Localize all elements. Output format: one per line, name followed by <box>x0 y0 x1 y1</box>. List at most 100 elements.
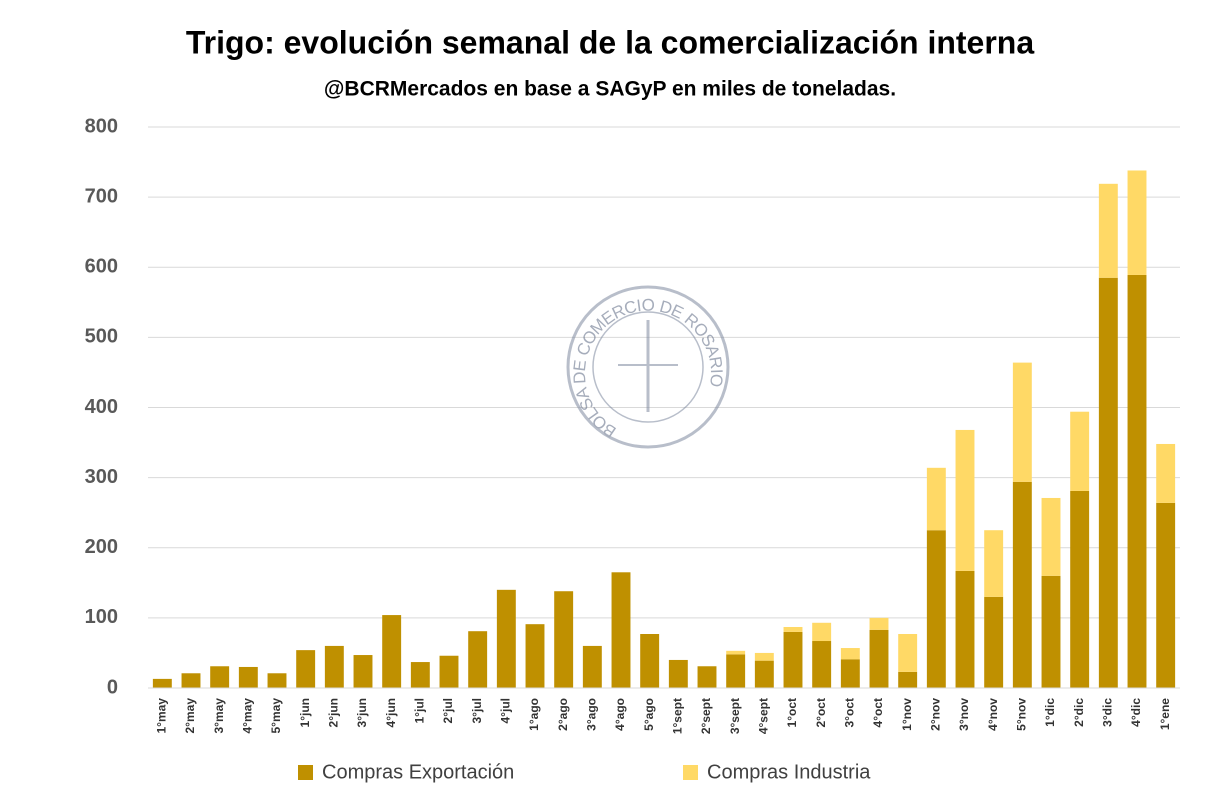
legend-swatch <box>683 765 698 780</box>
x-tick-label: 5°nov <box>1015 698 1029 731</box>
bar-segment <box>869 629 889 688</box>
x-tick-label: 2°dic <box>1072 698 1086 727</box>
bar-segment <box>1156 443 1176 503</box>
bar-segment <box>1041 497 1061 576</box>
y-tick-label: 500 <box>85 326 118 348</box>
bar-segment <box>1098 183 1118 278</box>
bar-segment <box>984 596 1004 688</box>
bar-segment <box>324 645 344 688</box>
x-tick-label: 3°nov <box>957 698 971 731</box>
x-tick-label: 3°jun <box>355 698 369 727</box>
bar-segment <box>812 641 832 688</box>
x-tick-label: 4°nov <box>986 698 1000 731</box>
logo-inner <box>592 311 704 423</box>
bar-segment <box>754 660 774 688</box>
bar-segment <box>267 673 287 688</box>
bar-segment <box>152 678 172 688</box>
x-tick-label: 2°sept <box>699 698 713 734</box>
bar-segment <box>926 530 946 688</box>
x-tick-label: 3°sept <box>728 698 742 734</box>
bar-segment <box>468 631 488 688</box>
x-tick-label: 2°may <box>183 698 197 734</box>
bar-segment <box>955 429 975 571</box>
bar-segment <box>439 655 459 688</box>
bar-segment <box>783 631 803 688</box>
bar-segment <box>582 645 602 688</box>
bar-segment <box>984 530 1004 597</box>
x-tick-label: 1°sept <box>671 698 685 734</box>
x-tick-label: 4°may <box>241 698 255 734</box>
x-tick-label: 5°ago <box>642 698 656 731</box>
x-tick-label: 5°may <box>269 698 283 734</box>
bar-segment <box>726 650 746 655</box>
y-tick-label: 600 <box>85 256 118 278</box>
x-tick-label: 4°ago <box>613 698 627 731</box>
x-tick-label: 3°ago <box>585 698 599 731</box>
x-tick-label: 2°oct <box>814 698 828 727</box>
bar-segment <box>382 615 402 688</box>
bar-segment <box>812 622 832 642</box>
bar-segment <box>955 570 975 688</box>
bar-segment <box>181 673 201 688</box>
y-tick-label: 0 <box>107 676 118 698</box>
bar-segment <box>869 617 889 630</box>
x-tick-label: 4°dic <box>1129 698 1143 727</box>
bar-segment <box>668 659 688 688</box>
bar-segment <box>210 666 230 688</box>
y-tick-label: 400 <box>85 396 118 418</box>
bar-segment <box>1012 362 1032 482</box>
chart-subtitle: @BCRMercados en base a SAGyP en miles de… <box>324 78 896 101</box>
bar-segment <box>296 650 316 688</box>
bar-segment <box>611 572 631 688</box>
x-tick-label: 3°dic <box>1101 698 1115 727</box>
bar-segment <box>496 589 516 688</box>
bar-segment <box>353 655 373 688</box>
bar-segment <box>697 666 717 688</box>
bar-segment <box>754 652 774 661</box>
bar-segment <box>926 467 946 531</box>
x-tick-label: 4°sept <box>757 698 771 734</box>
x-tick-label: 2°jun <box>327 698 341 727</box>
bar-segment <box>554 591 574 688</box>
x-tick-label: 1°jul <box>413 698 427 723</box>
x-tick-label: 3°jul <box>470 698 484 723</box>
x-tick-label: 2°nov <box>929 698 943 731</box>
y-tick-label: 700 <box>85 185 118 207</box>
bar-segment <box>1098 277 1118 688</box>
bar-segment <box>840 659 860 688</box>
bar-segment <box>1156 502 1176 688</box>
bar-segment <box>1012 481 1032 688</box>
x-tick-label: 1°may <box>155 698 169 734</box>
bar-segment <box>898 671 918 688</box>
x-tick-label: 1°ene <box>1158 698 1172 730</box>
legend-label: Compras Exportación <box>322 761 514 783</box>
bar-segment <box>898 634 918 672</box>
logo-ring <box>566 285 730 449</box>
bar-segment <box>726 654 746 688</box>
x-tick-label: 1°nov <box>900 698 914 731</box>
bar-segment <box>238 666 258 688</box>
legend-label: Compras Industria <box>707 761 871 783</box>
x-tick-label: 1°ago <box>527 698 541 731</box>
bar-segment <box>783 626 803 632</box>
legend-swatch <box>298 765 313 780</box>
x-tick-label: 4°oct <box>871 698 885 727</box>
y-tick-label: 100 <box>85 606 118 628</box>
bar-segment <box>840 648 860 660</box>
y-tick-label: 200 <box>85 536 118 558</box>
bar-segment <box>525 624 545 688</box>
chart-title: Trigo: evolución semanal de la comercial… <box>186 24 1034 60</box>
x-tick-label: 3°oct <box>843 698 857 727</box>
y-tick-label: 800 <box>85 115 118 137</box>
x-tick-label: 4°jun <box>384 698 398 727</box>
y-tick-label: 300 <box>85 466 118 488</box>
bar-segment <box>1070 490 1090 688</box>
x-tick-label: 4°jul <box>499 698 513 723</box>
bar-segment <box>640 634 660 688</box>
bar-segment <box>410 662 430 688</box>
bar-segment <box>1127 170 1147 275</box>
x-tick-label: 1°jun <box>298 698 312 727</box>
x-tick-label: 2°jul <box>441 698 455 723</box>
